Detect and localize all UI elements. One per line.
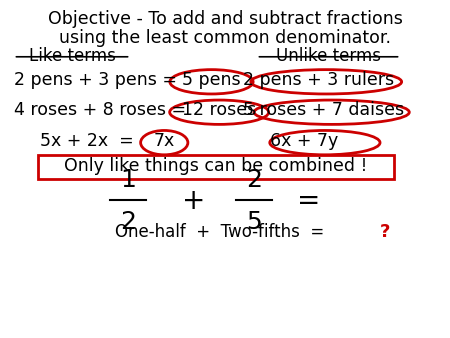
- Text: 2 pens + 3 rulers: 2 pens + 3 rulers: [243, 71, 394, 89]
- Text: 5 roses + 7 daises: 5 roses + 7 daises: [243, 101, 404, 119]
- Text: using the least common denominator.: using the least common denominator.: [59, 29, 391, 47]
- Text: Only like things can be combined !: Only like things can be combined !: [64, 157, 368, 175]
- Text: 2 pens + 3 pens =: 2 pens + 3 pens =: [14, 71, 176, 89]
- Text: 7x: 7x: [153, 132, 175, 150]
- Text: 4 roses + 8 roses =: 4 roses + 8 roses =: [14, 101, 185, 119]
- Text: Objective - To add and subtract fractions: Objective - To add and subtract fraction…: [48, 10, 402, 28]
- Text: 5x + 2x  =: 5x + 2x =: [40, 132, 134, 150]
- Text: 12 roses: 12 roses: [182, 101, 256, 119]
- Text: +: +: [182, 187, 205, 215]
- Text: Unlike terms: Unlike terms: [276, 47, 381, 65]
- Text: ?: ?: [380, 222, 391, 241]
- Text: 5: 5: [247, 210, 262, 234]
- Text: One-half  +  Two-fifths  =: One-half + Two-fifths =: [115, 222, 335, 241]
- Text: 5 pens: 5 pens: [182, 71, 241, 89]
- Text: 2: 2: [120, 210, 136, 234]
- Text: 6x + 7y: 6x + 7y: [270, 132, 338, 150]
- Text: 2: 2: [246, 168, 262, 192]
- Text: 1: 1: [120, 168, 136, 192]
- FancyBboxPatch shape: [38, 155, 394, 179]
- Text: Like terms: Like terms: [28, 47, 116, 65]
- Text: =: =: [297, 187, 320, 215]
